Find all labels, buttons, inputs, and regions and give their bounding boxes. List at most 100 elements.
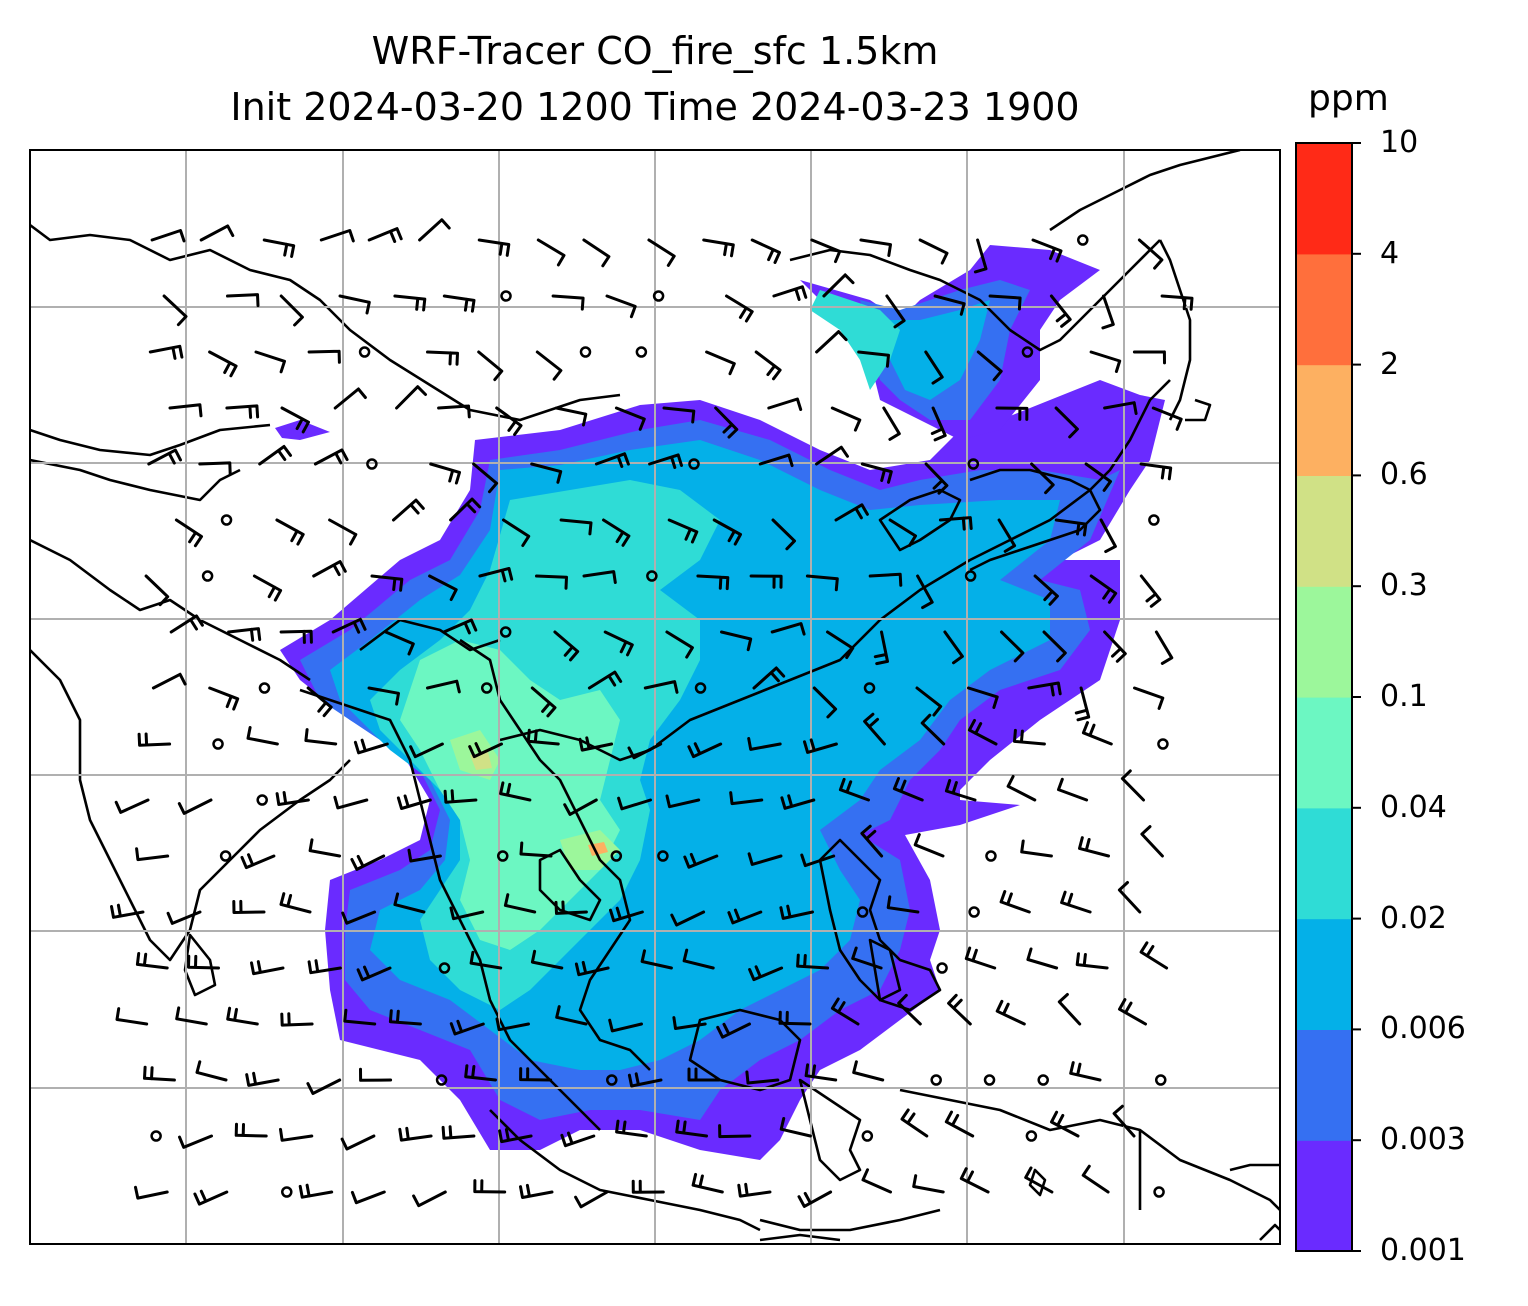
wind-barb [225, 404, 260, 419]
wind-barb [860, 462, 893, 484]
wind-barb [1139, 462, 1173, 481]
wind-barb [1160, 294, 1194, 311]
calm-wind-marker [652, 290, 665, 302]
wind-barb [859, 238, 892, 257]
wind-barb [725, 294, 754, 323]
wind-barb [752, 666, 786, 690]
wind-barb [830, 406, 862, 432]
wind-barb [938, 516, 973, 531]
wind-barb [1137, 238, 1164, 270]
wind-barb [175, 1006, 208, 1026]
wind-barb [885, 294, 906, 329]
wind-barb [944, 779, 977, 802]
calm-wind-marker [967, 458, 980, 470]
wind-barb [306, 686, 333, 718]
wind-barb [672, 1016, 707, 1030]
wind-barb [356, 965, 392, 982]
wind-barb [614, 406, 646, 431]
wind-barb [393, 294, 427, 312]
wind-barb [771, 518, 796, 551]
wind-barb [396, 794, 432, 810]
wind-barb [530, 686, 557, 718]
wind-barb [747, 852, 783, 866]
wind-barb [298, 1183, 334, 1199]
colorbar [1295, 142, 1361, 1252]
wind-barb [178, 1134, 213, 1149]
wind-barb [563, 798, 598, 816]
wind-barb [250, 960, 285, 976]
wind-barb [306, 1078, 342, 1095]
wind-barb [892, 777, 924, 802]
wind-barb [449, 906, 485, 921]
wind-barb [143, 1065, 176, 1082]
wind-barb [560, 1131, 596, 1148]
wind-barb [999, 890, 1031, 914]
wind-barb [964, 946, 997, 970]
wind-barb [252, 574, 283, 602]
wind-barb [897, 993, 922, 1026]
calm-wind-marker [1077, 234, 1089, 246]
wind-barb [1078, 836, 1110, 858]
wind-barb [1013, 728, 1046, 746]
wind-barb [245, 1071, 280, 1087]
calm-wind-marker [694, 682, 707, 694]
wind-barb [888, 518, 917, 547]
wind-barb [687, 742, 723, 759]
wind-barb [1027, 681, 1062, 697]
wind-barb [312, 560, 347, 578]
wind-barb [144, 574, 170, 607]
wind-barb [1132, 350, 1166, 365]
wind-barb [232, 899, 266, 914]
wind-barb [578, 736, 614, 752]
calm-wind-marker [435, 1074, 448, 1086]
wind-barb [333, 387, 367, 410]
wind-barb [519, 841, 553, 858]
wind-barb [863, 712, 886, 746]
calm-wind-marker [646, 570, 658, 582]
wind-barb [426, 350, 459, 366]
wind-barb [967, 686, 999, 709]
colorbar-tick-label: 0.04 [1380, 789, 1447, 825]
wind-barb [594, 452, 630, 468]
calm-wind-marker [964, 570, 977, 582]
calm-wind-marker [1155, 1074, 1167, 1086]
calm-wind-marker [358, 346, 371, 358]
gridlines [30, 150, 1280, 1244]
colorbar-tick-label: 0.1 [1380, 679, 1428, 714]
wind-barb [973, 238, 988, 274]
wind-barb [280, 1012, 314, 1027]
wind-barb [860, 824, 884, 858]
wind-barb [900, 1108, 929, 1138]
colorbar-tick-label: 10 [1380, 125, 1419, 160]
wind-barb [384, 630, 415, 656]
wind-barb [1060, 890, 1092, 914]
calm-wind-marker [985, 850, 997, 862]
wind-barb [162, 294, 188, 327]
colorbar-segment [1296, 807, 1352, 920]
wind-barb [758, 453, 794, 468]
wind-barb [275, 518, 305, 546]
wind-barb [409, 742, 444, 759]
wind-barb [1054, 518, 1088, 537]
colorbar-unit-label: ppm [1308, 78, 1389, 119]
wind-barb [135, 847, 170, 862]
colorbar-segment [1296, 697, 1352, 809]
colorbar-tick-label: 4 [1380, 235, 1400, 271]
wind-barb [815, 330, 848, 354]
wind-barb [913, 833, 945, 858]
wind-barb [502, 518, 531, 547]
calm-wind-marker [212, 738, 224, 750]
wind-barb [812, 686, 838, 719]
wind-barb [1081, 1164, 1110, 1194]
wind-barb [553, 630, 580, 662]
wind-barb [530, 462, 563, 484]
wind-barb [947, 993, 972, 1026]
wind-barb [393, 892, 426, 914]
wind-barb [640, 949, 673, 970]
wind-barb [834, 503, 869, 522]
wind-barb [1151, 406, 1183, 431]
wind-barb [341, 910, 377, 925]
wind-barb [797, 1190, 833, 1208]
wind-barb [1006, 775, 1037, 802]
calm-wind-marker [861, 1130, 874, 1142]
